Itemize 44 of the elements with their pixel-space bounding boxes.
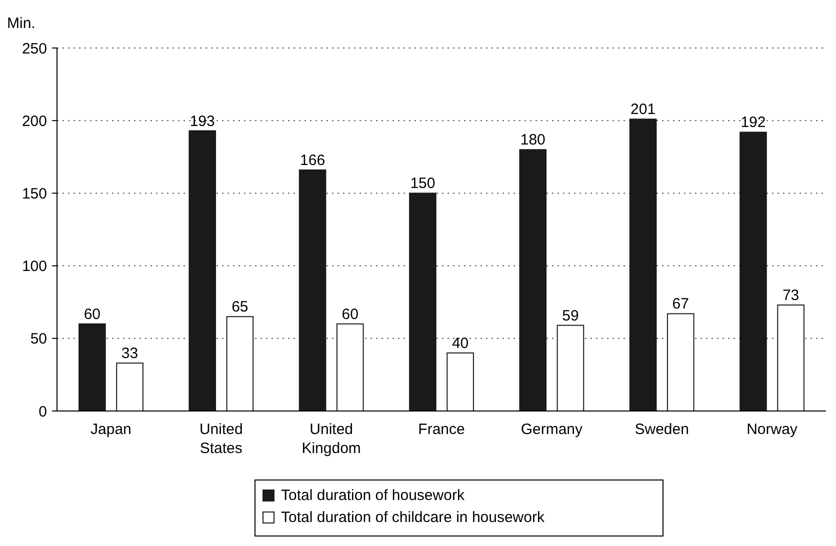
bar xyxy=(336,323,364,412)
x-tick-label: Germany xyxy=(520,421,584,438)
x-tick-label: Sweden xyxy=(634,421,689,438)
data-label: 59 xyxy=(562,307,579,324)
data-label: 192 xyxy=(740,114,766,132)
x-tick-label: Norway xyxy=(746,421,798,438)
legend-label: Total duration of housework xyxy=(281,487,465,504)
bar xyxy=(226,316,254,412)
bar xyxy=(78,323,106,412)
data-label: 60 xyxy=(342,306,358,323)
y-axis-title: Min. xyxy=(7,15,36,32)
data-label: 40 xyxy=(452,334,469,352)
bar xyxy=(188,130,216,412)
bar xyxy=(116,362,144,412)
x-tick-label: United Kingdom xyxy=(302,421,361,457)
bar xyxy=(777,304,804,412)
x-tick-label: United States xyxy=(199,421,243,457)
bar xyxy=(740,132,767,412)
data-label: 166 xyxy=(300,152,326,169)
bar xyxy=(556,324,584,412)
data-label: 193 xyxy=(190,112,215,130)
y-tick-label: 150 xyxy=(22,185,47,202)
y-tick-label: 100 xyxy=(22,258,47,276)
bar xyxy=(298,169,326,412)
data-label: 65 xyxy=(232,298,248,316)
bar xyxy=(519,149,547,412)
data-label: 67 xyxy=(672,296,689,313)
bar xyxy=(666,313,694,412)
bar xyxy=(446,352,474,412)
y-tick-label: 0 xyxy=(38,403,47,420)
data-label: 180 xyxy=(520,132,546,149)
bar xyxy=(629,118,657,412)
data-label: 73 xyxy=(782,287,800,304)
x-tick-label: France xyxy=(418,421,465,438)
y-tick-label: 200 xyxy=(22,112,47,130)
data-label: 201 xyxy=(630,101,656,118)
legend-label: Total duration of childcare in housework xyxy=(281,509,545,526)
x-tick-label: Japan xyxy=(90,421,132,438)
data-label: 33 xyxy=(121,345,138,362)
data-label: 150 xyxy=(410,175,436,192)
bar xyxy=(409,192,436,412)
y-tick-label: 250 xyxy=(22,40,47,58)
data-label: 60 xyxy=(84,306,101,323)
y-tick-label: 50 xyxy=(30,330,47,348)
